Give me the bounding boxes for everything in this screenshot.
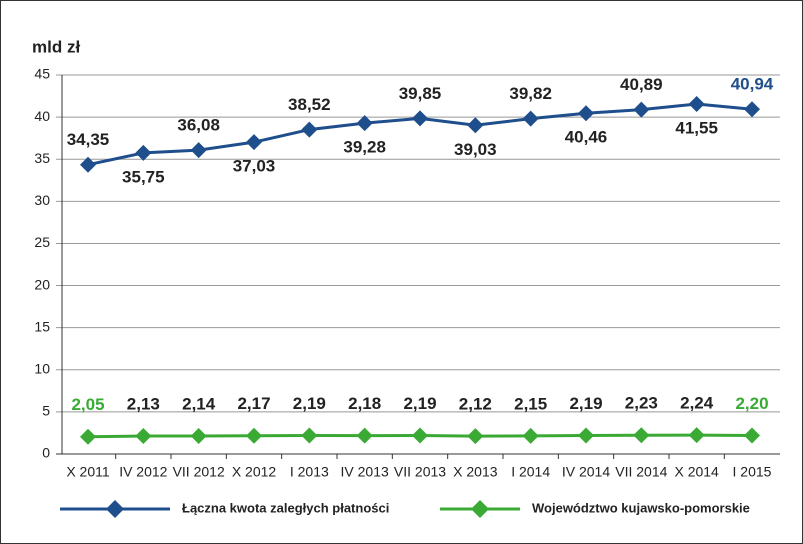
point (356, 427, 373, 444)
point (356, 115, 373, 132)
y-tick-label: 5 (42, 403, 50, 419)
y-axis-label: mld zł (32, 37, 80, 56)
y-tick-label: 35 (34, 150, 50, 166)
y-tick-label: 40 (34, 108, 50, 124)
data-label: 2,19 (293, 394, 326, 413)
point (633, 427, 650, 444)
y-tick-label: 45 (34, 66, 50, 82)
data-label: 2,17 (237, 394, 270, 413)
data-label: 2,15 (514, 394, 547, 413)
data-label: 35,75 (122, 167, 165, 186)
data-label: 2,19 (569, 394, 602, 413)
data-label: 40,94 (731, 75, 774, 94)
data-label: 2,20 (735, 394, 768, 413)
data-label: 39,85 (399, 84, 442, 103)
x-tick-label: I 2013 (290, 464, 329, 480)
data-label: 2,18 (348, 394, 381, 413)
x-tick-label: I 2014 (511, 464, 550, 480)
x-tick-label: X 2013 (453, 464, 498, 480)
data-label: 2,23 (625, 394, 658, 413)
data-label: 39,82 (509, 84, 552, 103)
legend-marker (471, 500, 489, 518)
x-tick-label: IV 2013 (341, 464, 389, 480)
point (135, 428, 152, 445)
legend-label: Województwo kujawsko-pomorskie (532, 500, 750, 515)
data-label: 39,03 (454, 140, 497, 159)
point (190, 142, 207, 159)
data-label: 37,03 (233, 157, 276, 176)
point (246, 134, 262, 151)
x-tick-label: VII 2012 (173, 464, 225, 480)
point (467, 117, 484, 134)
point (412, 110, 428, 127)
x-tick-label: X 2014 (674, 464, 719, 480)
x-tick-label: IV 2014 (562, 464, 610, 480)
data-label: 36,08 (177, 116, 220, 135)
data-label: 2,19 (403, 394, 436, 413)
y-tick-label: 10 (34, 360, 50, 376)
data-label: 41,55 (675, 119, 718, 138)
point (246, 427, 262, 444)
point (80, 428, 96, 445)
y-tick-label: 30 (34, 192, 50, 208)
point (522, 427, 539, 444)
point (412, 427, 428, 444)
x-tick-label: X 2011 (66, 464, 110, 480)
point (301, 427, 318, 444)
data-label: 2,13 (127, 395, 160, 414)
data-label: 40,89 (620, 75, 663, 94)
y-tick-label: 20 (34, 276, 50, 292)
point (80, 156, 96, 173)
data-label: 2,14 (182, 394, 216, 413)
legend-label: Łączna kwota zaległych płatności (182, 500, 389, 515)
x-tick-label: I 2015 (733, 464, 772, 480)
point (688, 427, 705, 444)
legend-marker (106, 500, 124, 518)
data-label: 40,46 (565, 128, 608, 147)
point (301, 121, 318, 138)
data-label: 2,05 (71, 395, 104, 414)
point (578, 427, 594, 444)
x-tick-label: X 2012 (232, 464, 277, 480)
point (744, 101, 760, 118)
x-tick-label: IV 2012 (119, 464, 167, 480)
point (467, 428, 484, 445)
point (633, 101, 650, 118)
point (744, 427, 760, 444)
data-label: 34,35 (67, 130, 110, 149)
y-tick-label: 0 (42, 445, 50, 461)
point (578, 105, 594, 122)
data-label: 38,52 (288, 95, 331, 114)
x-tick-label: VII 2013 (394, 464, 446, 480)
point (522, 110, 539, 127)
point (135, 144, 152, 161)
y-tick-label: 25 (34, 234, 50, 250)
point (688, 96, 705, 113)
data-label: 39,28 (343, 138, 386, 157)
x-tick-label: VII 2014 (615, 464, 667, 480)
point (190, 427, 207, 444)
y-tick-label: 15 (34, 318, 50, 334)
data-label: 2,24 (680, 394, 714, 413)
data-label: 2,12 (459, 395, 492, 414)
